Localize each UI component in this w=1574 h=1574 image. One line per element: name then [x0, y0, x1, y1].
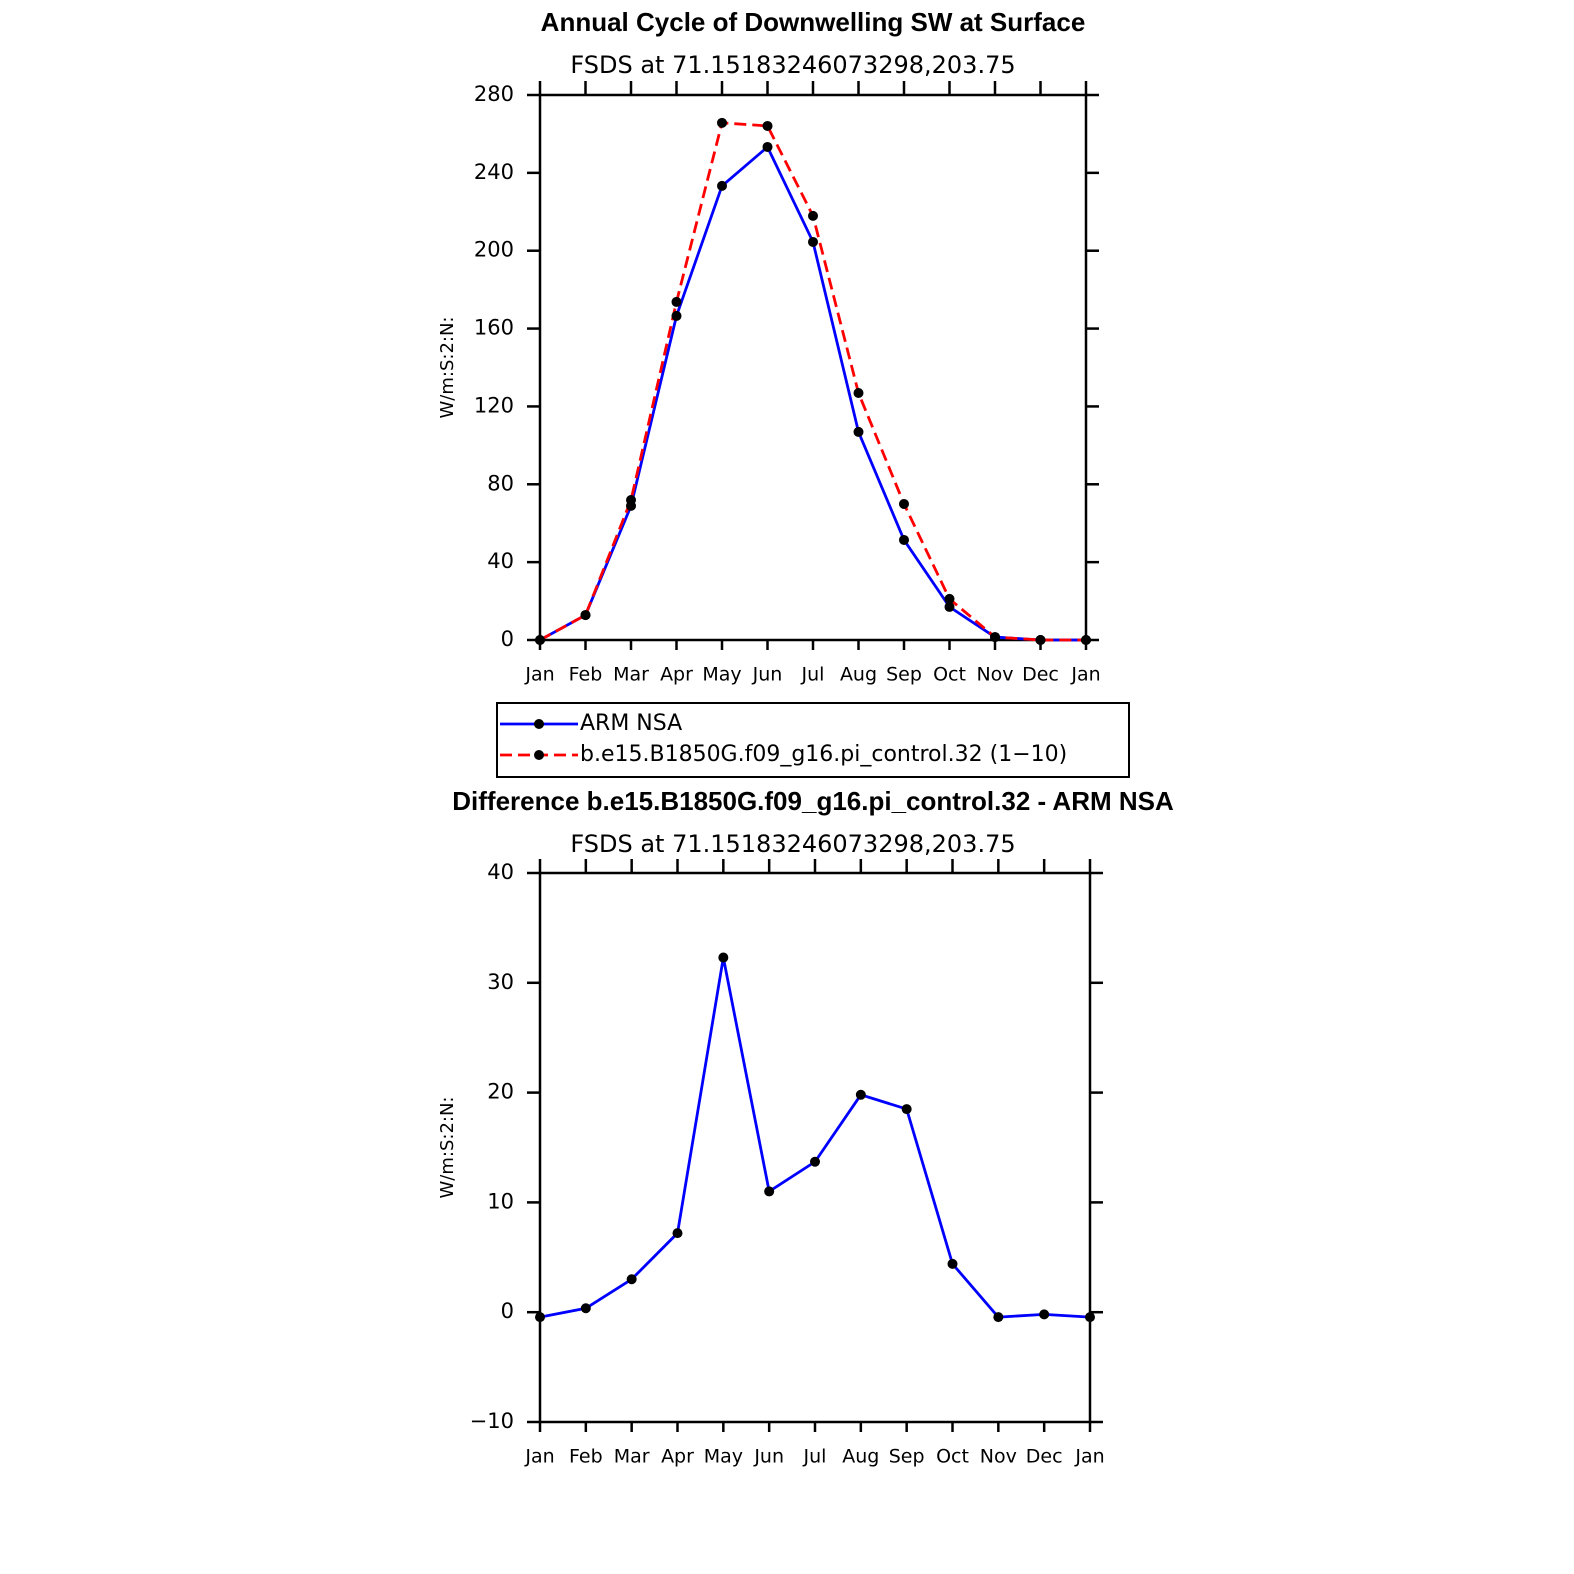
x-tick-label: Jan [1074, 1446, 1104, 1468]
x-tick-label: Aug [842, 1446, 879, 1468]
x-tick-label: May [704, 1446, 743, 1468]
x-tick-label: Jan [524, 1446, 554, 1468]
x-tick-label: Apr [661, 1446, 694, 1468]
legend-marker [534, 719, 544, 729]
y-tick-label: 20 [487, 1080, 514, 1104]
x-tick-label: Aug [840, 664, 877, 686]
data-point [899, 498, 909, 509]
x-tick-label: Nov [980, 1446, 1017, 1468]
data-point [855, 1089, 866, 1100]
legend-box [496, 702, 1130, 778]
x-tick-label: Oct [936, 1446, 969, 1468]
data-point [717, 180, 727, 191]
x-tick-label: Dec [1026, 1446, 1063, 1468]
y-tick-label: 280 [474, 82, 514, 106]
y-tick-label: 0 [501, 1299, 514, 1323]
x-tick-label: Feb [569, 1446, 603, 1468]
x-tick-label: Mar [614, 1446, 650, 1468]
data-point [580, 1303, 591, 1314]
data-point [990, 632, 1000, 643]
data-point [1085, 1312, 1095, 1323]
data-point [626, 1274, 637, 1285]
x-tick-label: Jul [803, 1446, 827, 1468]
data-point [762, 141, 773, 152]
data-point [717, 117, 727, 128]
x-tick-label: Feb [569, 664, 603, 686]
data-point [762, 120, 773, 131]
x-tick-label: Jan [524, 664, 554, 686]
y-tick-label: 30 [487, 970, 514, 994]
x-tick-label: Sep [886, 664, 922, 686]
y-axis-label: W/m:S:2:N: [437, 317, 458, 419]
y-tick-label: 200 [474, 238, 514, 262]
plot-frame [538, 871, 1092, 1424]
x-tick-label: May [702, 664, 741, 686]
x-tick-label: Apr [660, 664, 693, 686]
data-point [944, 601, 955, 612]
plot-frame [538, 93, 1088, 642]
series-line [539, 121, 1086, 642]
data-point [944, 593, 955, 604]
x-tick-label: Jun [753, 1446, 784, 1468]
legend-label: b.e15.B1850G.f09_g16.pi_control.32 (1−10… [580, 742, 1067, 767]
data-point [672, 1228, 683, 1239]
data-point [626, 495, 636, 506]
legend-marker [534, 750, 544, 760]
series-line [539, 144, 1086, 642]
data-point [808, 236, 818, 247]
x-tick-label: Mar [613, 664, 649, 686]
y-tick-label: 160 [474, 316, 514, 340]
data-point [808, 210, 818, 221]
series-line [539, 957, 1091, 1319]
data-point [671, 310, 682, 321]
data-point [671, 296, 682, 307]
legend-label: ARM NSA [580, 711, 682, 736]
y-tick-label: 0 [501, 627, 514, 651]
y-tick-label: 240 [474, 160, 514, 184]
data-point [718, 952, 729, 963]
data-point [853, 426, 864, 437]
data-point [899, 534, 909, 545]
data-point [810, 1156, 820, 1167]
chart-subtitle: FSDS at 71.15183246073298,203.75 [570, 51, 1015, 79]
data-point [1035, 635, 1046, 645]
data-point [947, 1258, 958, 1269]
y-tick-label: 40 [487, 549, 514, 573]
chart-title: Difference b.e15.B1850G.f09_g16.pi_contr… [452, 786, 1174, 816]
x-tick-label: Sep [889, 1446, 925, 1468]
x-tick-label: Dec [1022, 664, 1059, 686]
data-point [1081, 635, 1091, 645]
x-tick-label: Jun [752, 664, 783, 686]
x-tick-label: Jan [1070, 664, 1100, 686]
x-tick-label: Jul [801, 664, 825, 686]
y-tick-label: 120 [474, 393, 514, 417]
data-point [853, 387, 864, 398]
chart-subtitle: FSDS at 71.15183246073298,203.75 [570, 830, 1015, 858]
x-tick-label: Oct [933, 664, 966, 686]
data-point [901, 1104, 912, 1115]
data-point [764, 1186, 775, 1197]
data-point [535, 1312, 545, 1323]
y-tick-label: 40 [487, 860, 514, 884]
data-point [535, 635, 545, 645]
x-tick-label: Nov [976, 664, 1013, 686]
y-tick-label: 80 [487, 471, 514, 495]
data-point [580, 610, 591, 621]
y-tick-label: 10 [487, 1189, 514, 1213]
chart-title: Annual Cycle of Downwelling SW at Surfac… [541, 7, 1086, 37]
y-axis-label: W/m:S:2:N: [437, 1097, 458, 1199]
data-point [993, 1312, 1004, 1323]
y-tick-label: −10 [470, 1409, 514, 1433]
data-point [1039, 1309, 1050, 1320]
